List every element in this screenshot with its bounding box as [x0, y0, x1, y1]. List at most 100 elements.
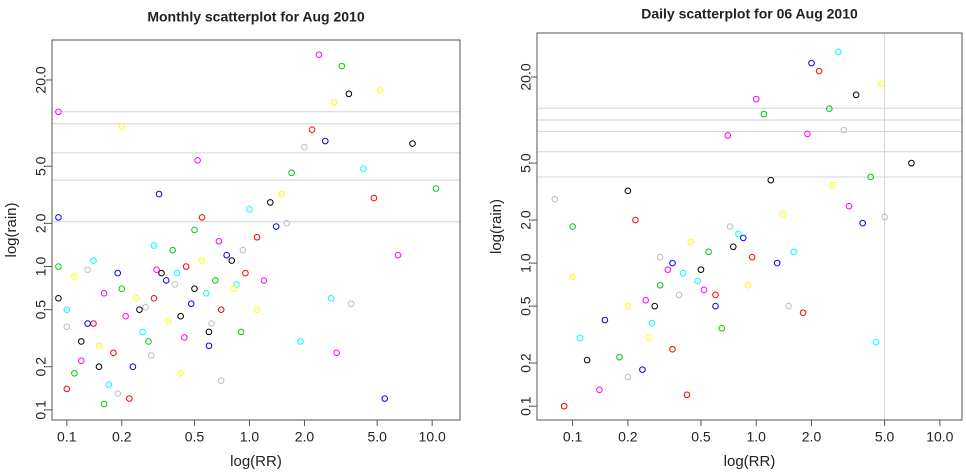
point	[297, 338, 304, 345]
plot: Monthly scatterplot for Aug 2010 log(RR) l…	[3, 9, 461, 470]
point	[150, 295, 158, 302]
point	[315, 51, 323, 59]
x-tick-label: 5.0	[367, 429, 387, 445]
point	[333, 349, 340, 357]
point	[683, 391, 691, 399]
y-tick-label: 1.0	[518, 253, 534, 273]
point	[718, 325, 726, 332]
point	[122, 312, 129, 320]
point	[162, 277, 170, 284]
point	[194, 157, 201, 164]
point	[624, 302, 632, 310]
point	[432, 185, 440, 192]
point	[283, 220, 291, 227]
y-tick-label: 1.0	[33, 257, 49, 277]
point	[735, 230, 742, 238]
point	[95, 342, 103, 350]
point	[872, 338, 880, 346]
point	[338, 62, 346, 70]
point	[878, 80, 885, 87]
point	[712, 291, 719, 299]
point	[645, 334, 653, 342]
point	[347, 300, 355, 308]
point	[560, 402, 568, 410]
point	[829, 181, 836, 189]
y-tick-label: 2.0	[518, 210, 534, 230]
point	[409, 140, 416, 147]
point	[744, 281, 752, 289]
point	[569, 273, 576, 281]
point	[136, 306, 143, 313]
point	[145, 338, 152, 345]
x-tick-label: 0.1	[563, 429, 583, 445]
point	[228, 257, 236, 264]
point	[739, 234, 747, 242]
point	[155, 190, 163, 198]
point	[360, 165, 367, 173]
point	[126, 395, 133, 402]
point	[648, 319, 656, 327]
point	[55, 295, 62, 302]
point	[881, 213, 888, 221]
point	[815, 67, 823, 75]
point	[327, 295, 335, 302]
point	[191, 285, 198, 293]
x-tick-label: 5.0	[875, 429, 895, 445]
point	[576, 334, 584, 342]
point	[867, 173, 874, 181]
point	[748, 253, 756, 261]
point	[697, 266, 705, 273]
point	[321, 137, 329, 145]
point	[687, 238, 695, 246]
point	[105, 381, 113, 388]
point	[669, 259, 676, 267]
plot-frame	[536, 32, 963, 421]
point	[71, 369, 78, 377]
point	[139, 328, 146, 336]
point	[165, 317, 172, 324]
point	[779, 210, 787, 218]
point	[90, 257, 97, 264]
point	[767, 176, 775, 184]
point	[845, 202, 853, 210]
point	[616, 353, 623, 361]
point	[212, 277, 219, 284]
point	[177, 312, 184, 320]
point	[55, 108, 62, 116]
point	[63, 323, 71, 331]
x-axis-label: log(RR)	[724, 453, 776, 470]
plot: Daily scatterplot for 06 Aug 2010 log(RR)…	[488, 6, 963, 470]
point	[177, 369, 184, 377]
point	[370, 194, 378, 202]
point	[752, 95, 760, 103]
y-tick-label: 5.0	[518, 153, 534, 173]
x-tick-label: 1.0	[240, 429, 260, 445]
point	[785, 302, 792, 310]
plot-frame	[51, 39, 461, 421]
point	[171, 281, 179, 288]
point	[278, 190, 285, 198]
x-tick-label: 2.0	[295, 429, 315, 445]
point	[705, 248, 712, 256]
point	[191, 226, 198, 234]
point	[669, 345, 676, 353]
point	[71, 273, 78, 280]
point	[700, 286, 708, 294]
point	[246, 206, 253, 213]
point	[205, 342, 213, 350]
point	[114, 269, 122, 277]
point	[230, 285, 238, 293]
point	[799, 309, 807, 316]
point	[288, 169, 295, 177]
point	[852, 91, 860, 99]
point	[773, 259, 781, 267]
y-tick-label: 20.0	[33, 66, 49, 93]
point	[253, 233, 261, 241]
point	[90, 320, 97, 327]
point	[84, 320, 91, 327]
point	[642, 296, 649, 304]
point	[651, 302, 659, 310]
point	[272, 223, 280, 230]
point	[712, 302, 719, 310]
point	[208, 320, 215, 327]
